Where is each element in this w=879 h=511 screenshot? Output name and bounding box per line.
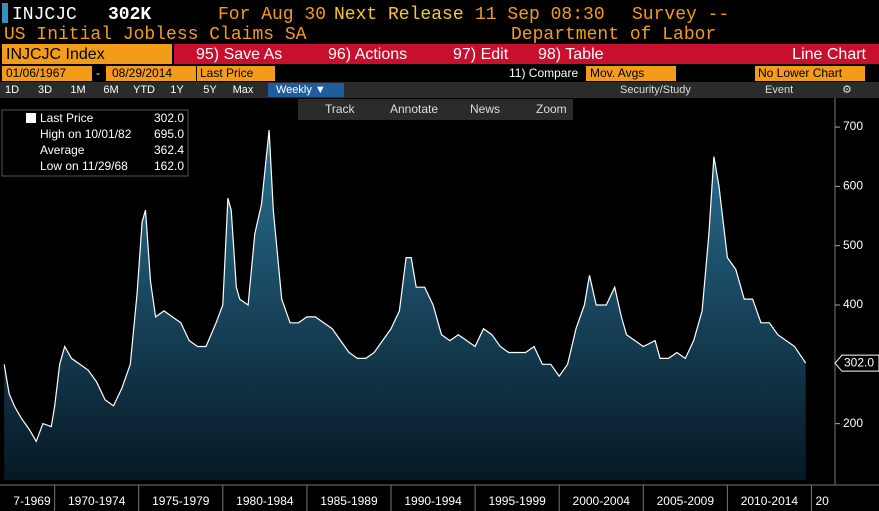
area: [4, 130, 806, 480]
period-button[interactable]: 1M: [70, 84, 85, 96]
legend-name: Last Price: [40, 111, 94, 125]
period-button[interactable]: 1D: [5, 84, 19, 96]
tool-button[interactable]: Zoom: [536, 102, 567, 116]
legend-name: Low on 11/29/68: [40, 159, 128, 173]
field-box[interactable]: [197, 66, 275, 81]
x-tick-label: 1985-1989: [320, 494, 378, 508]
end-field[interactable]: [106, 66, 196, 81]
menu-bar: [174, 44, 879, 64]
legend-value: 362.4: [154, 143, 184, 157]
lower-chart: No Lower Chart: [758, 66, 843, 80]
menu-save[interactable]: 95) Save As: [196, 46, 282, 63]
y-tick-label: 500: [843, 238, 863, 252]
period-button[interactable]: Max: [233, 84, 254, 96]
study[interactable]: Security/Study: [620, 84, 691, 96]
x-tick-label: 2000-2004: [573, 494, 631, 508]
start-field[interactable]: [2, 66, 92, 81]
chart-type[interactable]: Line Chart: [792, 46, 866, 63]
y-axis-band: [835, 98, 879, 485]
period-button[interactable]: 1Y: [170, 84, 184, 96]
header-value: 302K: [108, 5, 151, 25]
last-price-tag: [834, 354, 879, 372]
mov-avgs-box[interactable]: [586, 66, 676, 81]
security-box[interactable]: [2, 44, 172, 64]
y-tick-label: 700: [843, 119, 863, 133]
settings-icon[interactable]: ⚙: [842, 84, 852, 96]
period-button[interactable]: 5Y: [203, 84, 217, 96]
legend-swatch: [26, 113, 36, 123]
menu-actions[interactable]: 96) Actions: [328, 46, 407, 63]
x-tick-label: 1975-1979: [152, 494, 210, 508]
x-axis-band: [0, 485, 879, 511]
y-tick-label: 400: [843, 297, 863, 311]
field: Last Price: [200, 66, 254, 80]
start-date: 01/06/1967: [6, 66, 66, 80]
source: Department of Labor: [511, 25, 716, 45]
y-tick-label: 200: [843, 416, 863, 430]
period-button[interactable]: 3D: [38, 84, 52, 96]
event[interactable]: Event: [765, 84, 793, 96]
release-time: 11 Sep 08:30: [475, 5, 605, 25]
period-button[interactable]: YTD: [133, 84, 155, 96]
x-tick-label: 1980-1984: [236, 494, 294, 508]
x-tick-label: 2005-2009: [657, 494, 715, 508]
frequency[interactable]: Weekly ▼: [276, 84, 326, 96]
end-date: 08/29/2014: [112, 66, 172, 80]
survey: Survey --: [632, 5, 729, 25]
for-date: For Aug 30: [218, 5, 326, 25]
x-tick-label: 1995-1999: [488, 494, 546, 508]
period-bar: [0, 82, 879, 98]
date-sep: -: [96, 66, 100, 80]
y-tick-label: 600: [843, 179, 863, 193]
tool-button[interactable]: Track: [325, 102, 356, 116]
period-button[interactable]: 6M: [103, 84, 118, 96]
mov-avgs: Mov. Avgs: [590, 66, 644, 80]
x-tick-label: 1990-1994: [404, 494, 462, 508]
tool-button[interactable]: News: [470, 102, 500, 116]
x-tick-label: 20: [815, 494, 829, 508]
description: US Initial Jobless Claims SA: [4, 25, 307, 45]
legend-value: 302.0: [154, 111, 184, 125]
x-tick-label: 7-1969: [13, 494, 51, 508]
ticker: INJCJC: [12, 5, 77, 25]
menu-table[interactable]: 98) Table: [538, 46, 604, 63]
legend-name: Average: [40, 143, 85, 157]
menu-edit[interactable]: 97) Edit: [453, 46, 509, 63]
legend-value: 162.0: [154, 159, 184, 173]
frequency-box[interactable]: [268, 83, 344, 97]
security: INJCJC Index: [6, 46, 105, 63]
lower-box[interactable]: [755, 66, 865, 81]
last-price-label: 302.0: [844, 355, 874, 369]
x-tick-label: 2010-2014: [741, 494, 799, 508]
tool-button[interactable]: Annotate: [390, 102, 438, 116]
tool-bar: [298, 99, 573, 120]
legend-value: 695.0: [154, 127, 184, 141]
marker: [2, 3, 8, 23]
legend-name: High on 10/01/82: [40, 127, 132, 141]
compare[interactable]: 11) Compare: [509, 66, 578, 80]
next-release: Next Release: [334, 5, 464, 25]
x-tick-label: 1970-1974: [68, 494, 126, 508]
line: [3, 129, 807, 443]
